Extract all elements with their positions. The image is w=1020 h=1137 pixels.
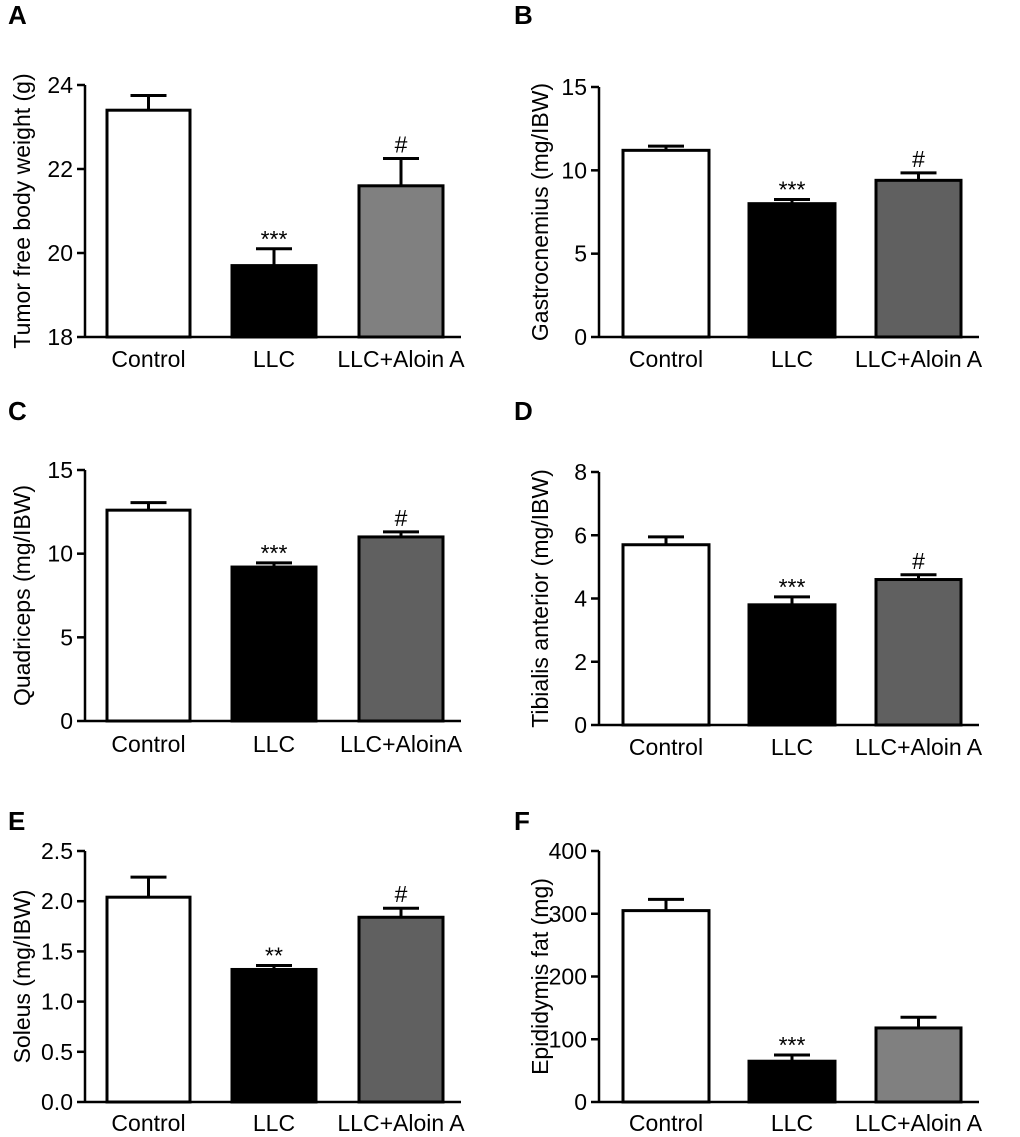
y-axis-label: Quadriceps (mg/IBW) <box>9 485 35 706</box>
panel-b: B 0 5 10 15 Gastrocnemius (mg/IBW) Control *** L… <box>514 0 983 372</box>
bar-control <box>621 543 711 727</box>
panel-letter: C <box>8 396 27 426</box>
x-category-label: LLC+Aloin A <box>855 734 983 760</box>
y-tick-label: 18 <box>47 324 73 350</box>
y-axis-label: Tibialis anterior (mg/IBW) <box>527 469 553 728</box>
bar-control <box>621 909 711 1104</box>
x-category-label: LLC+Aloin A <box>337 1110 465 1136</box>
y-tick-label: 0.5 <box>41 1039 73 1065</box>
x-category-label: Control <box>111 1110 185 1136</box>
y-tick-label: 2 <box>574 649 587 675</box>
y-tick-label: 15 <box>561 74 587 100</box>
y-tick-label: 100 <box>549 1026 587 1052</box>
bar-llc <box>230 967 318 1104</box>
y-tick-label: 10 <box>561 157 587 183</box>
y-tick-label: 0 <box>574 1089 587 1115</box>
significance-marker: # <box>912 548 925 574</box>
y-tick-label: 400 <box>549 838 587 864</box>
x-category-label: LLC <box>253 1110 295 1136</box>
y-tick-label: 24 <box>47 72 73 98</box>
y-tick-label: 2.5 <box>41 838 73 864</box>
bar-llc <box>747 202 837 339</box>
y-tick-label: 5 <box>60 624 73 650</box>
significance-marker: # <box>395 132 408 158</box>
y-tick-label: 5 <box>574 241 587 267</box>
y-tick-label: 15 <box>47 457 73 483</box>
y-tick-label: 22 <box>47 156 73 182</box>
panel-letter: E <box>8 806 25 836</box>
panel-letter: B <box>514 0 533 30</box>
x-category-label: Control <box>111 346 185 372</box>
bar-control <box>621 148 711 339</box>
panel-f: F 0 100 200 300 400 Epididymis fat (mg) Control… <box>514 806 983 1136</box>
bar-llc-aloin-a <box>874 578 963 727</box>
x-category-label: LLC+Aloin A <box>855 1110 983 1136</box>
x-category-label: Control <box>629 1110 703 1136</box>
panel-letter: D <box>514 396 533 426</box>
x-category-label: LLC <box>771 1110 813 1136</box>
panel-a: A 18 20 22 24 Tumor free body weight (g) Contr… <box>8 0 465 372</box>
x-category-label: LLC+Aloin A <box>337 346 465 372</box>
bar-control <box>105 508 192 723</box>
bar-control <box>105 895 192 1104</box>
significance-marker: # <box>395 881 408 907</box>
y-tick-label: 4 <box>574 586 587 612</box>
bar-llc-aloin-a <box>874 178 963 339</box>
bar-llc-aloin-a <box>874 1026 963 1104</box>
bar-llc <box>747 1059 837 1104</box>
panel-d: D 0 2 4 6 8 Tibialis anterior (mg/IBW) Control *… <box>514 396 983 760</box>
y-tick-label: 6 <box>574 522 587 548</box>
y-axis-label: Soleus (mg/IBW) <box>9 890 35 1064</box>
bar-llc-aloin-a <box>357 184 445 339</box>
x-category-label: Control <box>629 346 703 372</box>
panel-c: C 0 5 10 15 Quadriceps (mg/IBW) Control *** LLC #… <box>8 396 463 757</box>
y-tick-label: 0 <box>60 708 73 734</box>
x-category-label: Control <box>111 731 185 757</box>
y-tick-label: 20 <box>47 240 73 266</box>
y-tick-label: 1.5 <box>41 938 73 964</box>
y-tick-label: 0.0 <box>41 1089 73 1115</box>
significance-marker: *** <box>261 540 288 566</box>
y-tick-label: 8 <box>574 459 587 485</box>
x-category-label: LLC <box>253 346 295 372</box>
bar-llc-aloin-a <box>357 915 445 1104</box>
y-axis-label: Tumor free body weight (g) <box>9 73 35 348</box>
y-tick-label: 2.0 <box>41 888 73 914</box>
y-axis-label: Gastrocnemius (mg/IBW) <box>527 83 553 341</box>
y-tick-label: 200 <box>549 964 587 990</box>
bar-control <box>105 108 192 339</box>
panel-letter: F <box>514 806 530 836</box>
x-category-label: LLC <box>771 734 813 760</box>
significance-marker: ** <box>265 942 283 968</box>
x-category-label: LLC <box>253 731 295 757</box>
significance-marker: *** <box>261 226 288 252</box>
significance-marker: # <box>395 505 408 531</box>
y-tick-label: 0 <box>574 324 587 350</box>
significance-marker: *** <box>779 1032 806 1058</box>
y-tick-label: 0 <box>574 712 587 738</box>
x-category-label: LLC+Aloin A <box>855 346 983 372</box>
bar-llc-aloina <box>357 535 445 723</box>
significance-marker: *** <box>779 574 806 600</box>
significance-marker: *** <box>779 177 806 203</box>
x-category-label: LLC+AloinA <box>340 731 463 757</box>
y-tick-label: 10 <box>47 541 73 567</box>
panel-letter: A <box>8 0 27 30</box>
significance-marker: # <box>912 146 925 172</box>
y-tick-label: 300 <box>549 901 587 927</box>
y-axis-label: Epididymis fat (mg) <box>527 878 553 1075</box>
x-category-label: Control <box>629 734 703 760</box>
x-category-label: LLC <box>771 346 813 372</box>
bar-llc <box>230 264 318 339</box>
bar-llc <box>747 603 837 727</box>
bar-llc <box>230 565 318 723</box>
y-tick-label: 1.0 <box>41 989 73 1015</box>
